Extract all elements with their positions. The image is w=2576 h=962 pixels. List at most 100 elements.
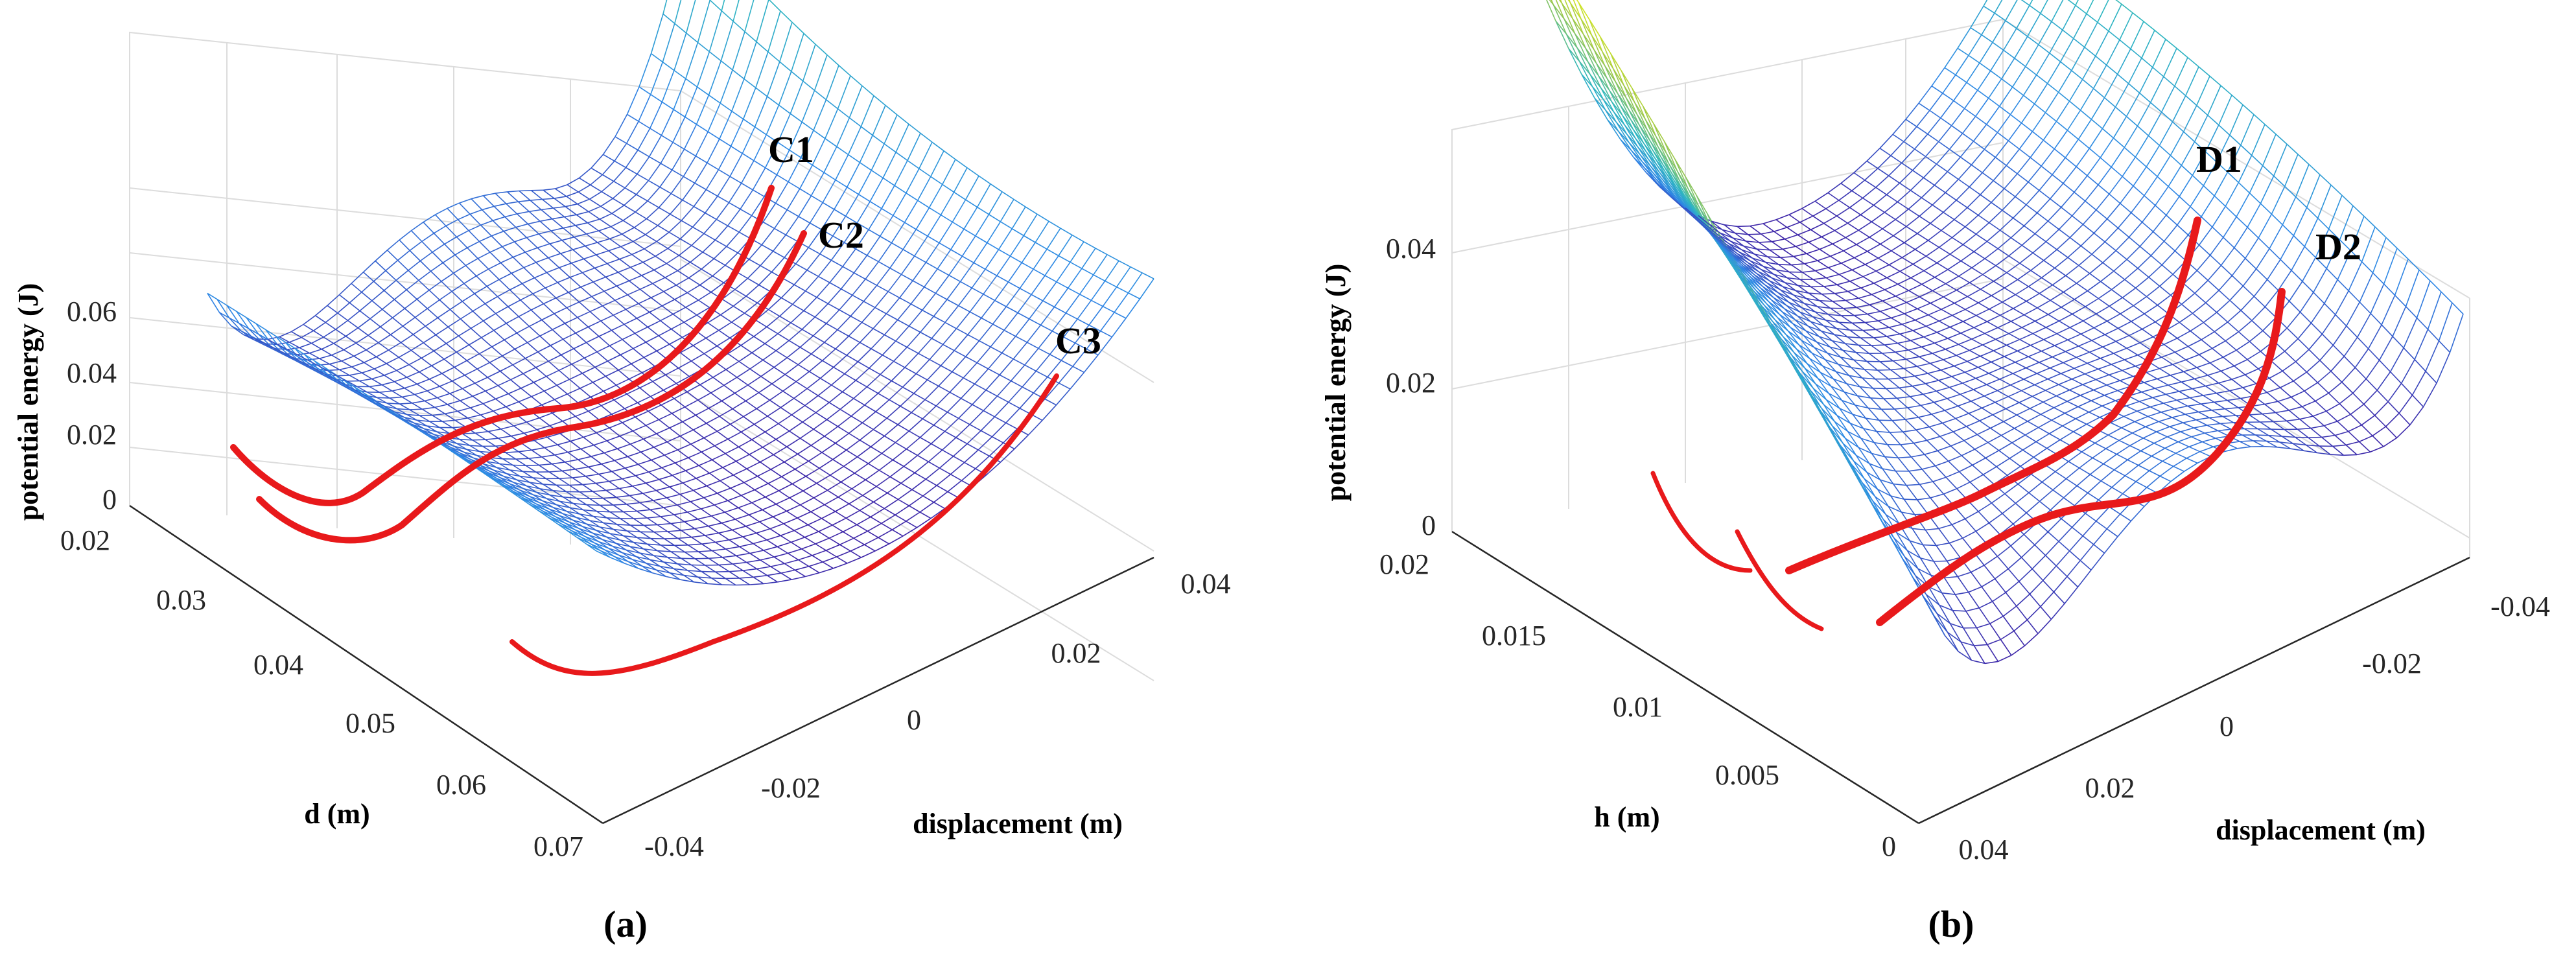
panel-a-mesh-line: [679, 493, 691, 502]
panel-b-mesh-line: [2131, 313, 2145, 322]
panel-a-mesh-line: [712, 452, 726, 461]
panel-a-mesh-line: [555, 184, 568, 189]
panel-a-mesh-line: [773, 556, 785, 565]
panel-a-mesh-line: [526, 421, 537, 430]
panel-b-mesh-line: [1897, 396, 1910, 399]
panel-b-mesh-line: [2381, 295, 2396, 325]
panel-a-mesh-line: [693, 423, 707, 430]
panel-a-mesh-line: [606, 435, 620, 441]
panel-b-mesh-line: [2089, 346, 2103, 353]
panel-a-mesh-line: [637, 395, 651, 403]
panel-a-mesh-line: [638, 94, 651, 122]
panel-a-mesh-line: [594, 267, 606, 278]
panel-a-mesh-line: [650, 128, 662, 136]
panel-a-mesh-line: [604, 549, 615, 557]
panel-b-mesh-line: [1711, 220, 1725, 226]
panel-a-mesh-line: [601, 463, 613, 472]
panel-a-mesh-line: [768, 0, 781, 12]
panel-a-mesh-line: [597, 242, 609, 252]
panel-a-mesh-line: [538, 233, 550, 244]
panel-a-mesh-line: [217, 299, 230, 318]
panel-b-mesh-line: [1949, 382, 1963, 388]
panel-a-mesh-line: [272, 348, 283, 355]
panel-a-mesh-line: [891, 222, 906, 244]
panel-b-mesh-line: [1770, 248, 1783, 251]
panel-a-mesh-line: [585, 242, 598, 247]
panel-a-mesh-line: [1017, 294, 1032, 313]
panel-b-mesh-line: [1932, 192, 1946, 205]
panel-a-mesh-line: [664, 277, 677, 286]
panel-a-mesh-line: [441, 373, 453, 382]
panel-a-mesh-line: [875, 411, 887, 419]
panel-b-mesh-line: [1983, 0, 1988, 6]
panel-a-mesh-line: [779, 303, 793, 317]
panel-a-mesh-line: [663, 291, 675, 300]
panel-a-mesh-line: [1047, 360, 1062, 378]
panel-a-mesh-line: [525, 465, 537, 473]
panel-b-mesh-line: [2152, 393, 2166, 399]
panel-a-mesh-line: [563, 225, 576, 229]
panel-b-mesh-line: [1947, 393, 1961, 399]
panel-a-mesh-line: [763, 581, 778, 585]
panel-b-mesh-line: [1612, 68, 1627, 99]
panel-b-mesh-line: [1936, 326, 1950, 333]
panel-a-mesh-line: [718, 146, 732, 170]
panel-a-mesh-line: [229, 317, 242, 332]
panel-a-mesh-line: [543, 188, 556, 191]
panel-a-mesh-line: [1001, 336, 1016, 353]
panel-a-mesh-line: [867, 463, 880, 471]
panel-a-mesh-line: [596, 250, 609, 255]
panel-a-mesh-line: [713, 258, 726, 266]
panel-a-mesh-line: [822, 180, 836, 203]
panel-b-mesh-line: [1889, 323, 1903, 328]
panel-b-mesh-line: [1791, 298, 1805, 304]
panel-a-mesh-line: [444, 244, 456, 255]
panel-b-mesh-line: [2106, 380, 2120, 386]
panel-a-mesh-line: [868, 229, 881, 237]
panel-b-mesh-line: [1847, 214, 1861, 224]
panel-b-mesh-line: [2185, 66, 2199, 96]
panel-a-mesh-line: [828, 537, 841, 545]
panel-b-mesh-line: [1853, 359, 1867, 362]
panel-a-mesh-line: [414, 390, 428, 395]
panel-a-mesh-line: [664, 270, 678, 278]
panel-b-mesh-line: [1975, 97, 1989, 117]
panel-b-mesh-line: [1971, 395, 1985, 402]
panel-b-mesh-line: [1969, 474, 1984, 483]
panel-b-mesh-line: [2181, 292, 2195, 305]
panel-a-mesh-line: [598, 473, 609, 482]
panel-b-mesh-line: [1996, 458, 2010, 467]
panel-a-mesh-line: [887, 492, 899, 500]
panel-b-mesh-line: [2290, 448, 2304, 452]
panel-a-mesh-line: [800, 130, 814, 158]
panel-a-mesh-line: [343, 379, 354, 387]
panel-b-mesh-line: [1589, 19, 1601, 37]
panel-a-mesh-line: [848, 154, 860, 163]
panel-b-mesh-line: [2100, 137, 2114, 158]
panel-b-mesh-line: [1610, 53, 1624, 86]
panel-a-mesh-line: [544, 282, 558, 288]
panel-a-mesh-line: [1093, 274, 1106, 282]
panel-b-mesh-line: [2396, 424, 2411, 438]
panel-a-mesh-line: [937, 249, 952, 270]
panel-b-mesh-line: [1931, 67, 1945, 87]
panel-a-mesh-line: [594, 543, 609, 549]
panel-b-mesh-line: [2146, 285, 2160, 298]
panel-b-mesh-line: [1963, 314, 1976, 322]
panel-a-mesh-line: [410, 349, 422, 359]
panel-a-mesh-line: [688, 451, 702, 458]
panel-a-mesh-line: [738, 439, 753, 448]
panel-a-mesh-line: [827, 481, 841, 491]
panel-a-mesh-line: [699, 285, 712, 293]
panel-b-mesh-line: [2155, 186, 2169, 206]
panel-a-mesh-line: [526, 485, 540, 489]
panel-a-mesh-line: [690, 261, 702, 270]
panel-a-mesh-line: [528, 220, 541, 225]
panel-a-mesh-line: [624, 318, 637, 325]
panel-b-mesh-line: [1917, 302, 1931, 310]
panel-b-mesh-line: [2012, 367, 2026, 374]
panel-a-mesh-line: [725, 360, 740, 370]
panel-b-mesh-line: [1979, 41, 1993, 64]
panel-b-mesh-line: [1860, 438, 1875, 443]
panel-a-mesh-line: [760, 556, 775, 561]
